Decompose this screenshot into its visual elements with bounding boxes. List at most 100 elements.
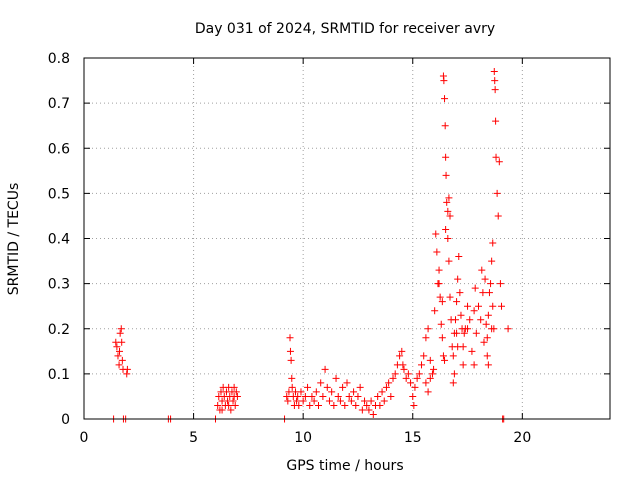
data-point-marker [350, 388, 358, 396]
plot-frame [83, 57, 611, 420]
data-point-marker [321, 365, 329, 373]
data-point-marker [284, 397, 292, 405]
data-point-marker [374, 392, 382, 400]
data-point-marker [436, 293, 444, 301]
data-point-marker [481, 275, 489, 283]
data-point-marker [488, 325, 496, 333]
data-point-marker [435, 266, 443, 274]
data-point-marker [396, 352, 404, 360]
data-point-marker [477, 316, 485, 324]
data-point-marker [437, 320, 445, 328]
y-tick-label: 0.2 [48, 322, 70, 338]
data-point-marker [460, 329, 468, 337]
data-point-marker [382, 383, 390, 391]
data-point-marker [504, 325, 512, 333]
data-point-marker [308, 392, 316, 400]
data-point-marker [411, 383, 419, 391]
data-point-marker [439, 352, 447, 360]
data-point-marker [483, 334, 491, 342]
data-point-marker [432, 230, 440, 238]
data-point-marker [491, 86, 499, 94]
data-point-marker [445, 194, 453, 202]
data-point-marker [123, 365, 131, 373]
data-point-marker [116, 347, 124, 355]
data-point-marker [446, 293, 454, 301]
y-axis-label: SRMTID / TECUs [6, 183, 22, 296]
data-point-marker [442, 225, 450, 233]
data-point-marker [301, 392, 309, 400]
data-point-marker [450, 370, 458, 378]
data-point-marker [380, 397, 388, 405]
data-point-marker [441, 122, 449, 130]
data-point-marker [468, 347, 476, 355]
data-point-marker [484, 361, 492, 369]
data-point-marker [491, 77, 499, 85]
data-point-marker [480, 338, 488, 346]
data-point-marker [466, 316, 474, 324]
data-point-marker [286, 347, 294, 355]
data-point-marker [438, 334, 446, 342]
data-point-marker [475, 302, 482, 310]
data-point-marker [339, 383, 347, 391]
data-point-marker [422, 379, 430, 387]
data-point-marker [230, 383, 238, 391]
data-point-marker [118, 356, 126, 364]
data-point-marker [444, 207, 452, 215]
data-point-marker [482, 320, 490, 328]
data-point-marker [115, 361, 123, 369]
y-tick-label: 0.5 [48, 186, 70, 202]
data-point-marker [440, 77, 448, 85]
data-point-marker [424, 388, 432, 396]
data-point-marker [330, 401, 338, 409]
data-point-marker [478, 266, 486, 274]
data-point-marker [332, 374, 340, 382]
data-point-marker [495, 158, 503, 166]
data-point-marker [293, 397, 301, 405]
data-point-marker [424, 325, 432, 333]
data-point-marker [341, 401, 349, 409]
data-point-marker [433, 248, 441, 256]
data-point-marker [225, 401, 233, 409]
data-point-marker [323, 383, 331, 391]
data-point-marker [310, 397, 318, 405]
data-point-marker [456, 289, 464, 297]
data-point-marker [472, 329, 480, 337]
x-tick-label: 20 [513, 430, 531, 446]
data-point-marker [218, 406, 226, 414]
data-point-marker [358, 406, 366, 414]
axis-ticks: 0 5 10 15 20 0 0.1 0.2 0.3 0.4 0.5 0.6 0.7 0.8 [48, 51, 610, 446]
data-point-marker [489, 302, 497, 310]
data-point-marker [361, 397, 369, 405]
data-point-marker [345, 392, 353, 400]
data-point-marker [431, 307, 439, 315]
data-point-marker [492, 117, 500, 125]
data-point-marker [369, 410, 377, 418]
data-point-marker [363, 401, 371, 409]
data-point-marker [312, 388, 320, 396]
data-point-marker [365, 406, 373, 414]
x-axis-label: GPS time / hours [286, 458, 403, 474]
data-point-marker [449, 352, 457, 360]
data-point-marker [485, 289, 493, 297]
data-point-marker [451, 316, 459, 324]
data-point-marker [494, 212, 502, 220]
data-point-marker [116, 329, 124, 337]
data-point-marker [304, 383, 312, 391]
data-point-marker [356, 383, 364, 391]
data-point-marker [464, 302, 472, 310]
data-point-marker [352, 401, 360, 409]
chart-title: Day 031 of 2024, SRMTID for receiver avr… [195, 21, 495, 37]
y-tick-label: 0.7 [48, 96, 70, 112]
data-point-marker [229, 397, 237, 405]
grid-lines [84, 58, 610, 419]
data-point-marker [453, 329, 461, 337]
data-point-marker [347, 397, 355, 405]
data-point-marker [470, 361, 478, 369]
data-point-marker [413, 374, 421, 382]
data-point-marker [112, 338, 120, 346]
data-point-marker [334, 392, 342, 400]
data-marks [110, 68, 512, 423]
data-point-marker [299, 397, 307, 405]
data-point-marker [442, 153, 450, 161]
data-point-marker [496, 280, 504, 288]
